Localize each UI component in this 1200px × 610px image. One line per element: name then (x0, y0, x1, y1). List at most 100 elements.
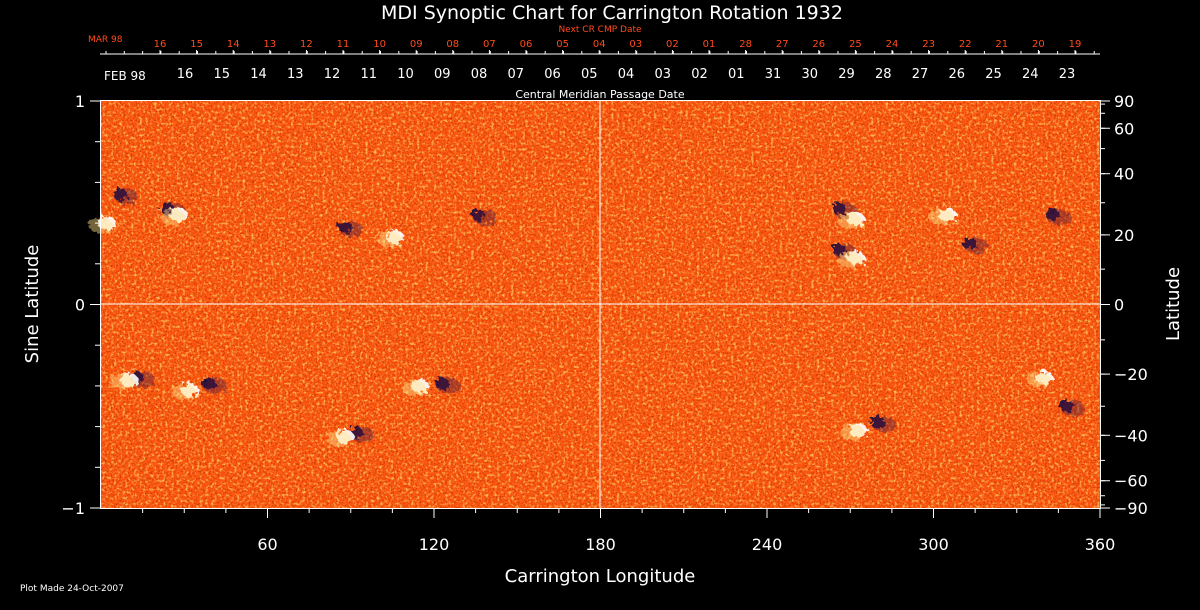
y-right-tick-label: 40 (1114, 165, 1134, 184)
footer-note: Plot Made 24-Oct-2007 (20, 584, 124, 594)
y-axis-left: 1 0 −1 (61, 92, 100, 518)
x-tick-label: 300 (918, 535, 949, 554)
y-left-tick-label: 1 (75, 92, 85, 111)
y-right-tick-label: −20 (1114, 365, 1148, 384)
cmp-date-label: 27 (912, 67, 929, 82)
x-tick-label: 180 (585, 535, 616, 554)
cmp-date-label: 12 (324, 67, 341, 82)
negative-plage (963, 237, 988, 254)
cmp-date-label: 04 (618, 67, 635, 82)
next-cmp-date-label: 03 (629, 39, 642, 50)
y-axis-right: 90 60 40 20 0 −20 −40 −60 −90 (1100, 92, 1148, 518)
next-cmp-date-label: 19 (1069, 39, 1082, 50)
x-tick-label: 240 (752, 535, 783, 554)
cmp-date-label: 15 (213, 67, 230, 82)
negative-plage (1060, 400, 1085, 417)
y-left-tick-label: −1 (61, 499, 85, 518)
cmp-month: FEB 98 (104, 69, 146, 83)
next-cmp-date-label: 15 (190, 39, 203, 50)
next-cmp-date-label: 28 (739, 39, 752, 50)
next-cmp-date-label: 07 (483, 39, 496, 50)
positive-plage (110, 373, 135, 390)
negative-plage (1046, 208, 1071, 225)
negative-plage (114, 188, 139, 205)
cmp-date-label: 11 (360, 67, 377, 82)
next-cmp-date-label: 10 (373, 39, 386, 50)
cmp-date-label: 08 (471, 67, 488, 82)
cmp-date-label: 29 (838, 67, 855, 82)
cmp-date-label: 24 (1022, 67, 1039, 82)
negative-plage (472, 208, 497, 225)
next-cmp-date-label: 01 (703, 39, 716, 50)
cmp-date-label: 13 (287, 67, 304, 82)
cmp-date-label: 16 (177, 67, 194, 82)
next-cmp-date-label: 14 (227, 39, 240, 50)
next-cmp-date-label: 13 (263, 39, 276, 50)
next-cmp-date-label: 08 (446, 39, 459, 50)
cmp-date-label: 09 (434, 67, 451, 82)
negative-plage (203, 377, 228, 394)
cmp-date-label: 14 (250, 67, 267, 82)
positive-plage (837, 251, 862, 268)
cmp-date-label: 06 (544, 67, 561, 82)
y-right-tick-label: 60 (1114, 119, 1134, 138)
cmp-date-label: 01 (728, 67, 745, 82)
next-cmp-date-label: 25 (849, 39, 862, 50)
y-axis-label-left: Sine Latitude (22, 245, 43, 364)
y-right-tick-label: 90 (1114, 92, 1134, 111)
next-cmp-date-label: 12 (300, 39, 313, 50)
next-cmp-date-label: 05 (556, 39, 569, 50)
next-cmp-date-label: 23 (922, 39, 935, 50)
x-tick-label: 360 (1085, 535, 1116, 554)
positive-plage (377, 231, 402, 248)
cmp-date-label: 28 (875, 67, 892, 82)
positive-plage (1026, 371, 1051, 388)
positive-plage (160, 208, 185, 225)
positive-plage (402, 379, 427, 396)
next-cmp-date-label: 06 (520, 39, 533, 50)
x-axis-label: Carrington Longitude (505, 566, 696, 587)
next-cmp-date-label: 26 (812, 39, 825, 50)
y-right-tick-label: 0 (1114, 296, 1124, 315)
next-cmp-date-label: 09 (410, 39, 423, 50)
y-right-tick-label: −40 (1114, 426, 1148, 445)
cmp-date-label: 02 (691, 67, 708, 82)
next-cmp-date-label: 22 (959, 39, 972, 50)
next-cmp-date-label: 27 (776, 39, 789, 50)
next-cmp-axis: Next CR CMP Date MAR 98 16 15 14 13 12 11 10 09… (88, 25, 1100, 55)
next-cmp-date-label: 11 (337, 39, 350, 50)
cmp-date-label: 25 (985, 67, 1002, 82)
negative-plage (350, 426, 375, 443)
y-right-tick-label: −90 (1114, 499, 1148, 518)
next-cmp-title: Next CR CMP Date (558, 25, 642, 35)
cmp-date-label: 30 (801, 67, 818, 82)
positive-plage (171, 383, 196, 400)
cmp-date-label: 31 (765, 67, 782, 82)
negative-plage (131, 371, 156, 388)
positive-plage (327, 430, 352, 447)
y-axis-label-right: Latitude (1163, 267, 1184, 341)
cmp-date-label: 03 (654, 67, 671, 82)
active-regions (88, 188, 1085, 447)
negative-plage (436, 377, 461, 394)
chart-title: MDI Synoptic Chart for Carrington Rotati… (381, 2, 843, 24)
y-left-tick-label: 0 (75, 296, 85, 315)
y-right-tick-label: −60 (1114, 472, 1148, 491)
y-right-tick-label: 20 (1114, 226, 1134, 245)
x-axis: 60 120 180 240 300 360 (142, 508, 1116, 554)
cmp-date-label: 23 (1059, 67, 1076, 82)
map-area (88, 100, 1101, 509)
next-cmp-date-label: 20 (1032, 39, 1045, 50)
cmp-date-label: 10 (397, 67, 414, 82)
next-cmp-date-label: 04 (593, 39, 606, 50)
cmp-date-label: 26 (948, 67, 965, 82)
cmp-title: Central Meridian Passage Date (515, 88, 684, 101)
cmp-axis: FEB 98 16 15 14 13 12 11 10 09 08 07 06 05 04 03 02 01 3… (104, 67, 1075, 101)
cmp-date-label: 07 (507, 67, 524, 82)
next-cmp-month: MAR 98 (88, 35, 123, 45)
next-cmp-date-label: 02 (666, 39, 679, 50)
positive-plage (840, 424, 865, 441)
negative-plage (339, 221, 364, 238)
cmp-date-label: 05 (581, 67, 598, 82)
